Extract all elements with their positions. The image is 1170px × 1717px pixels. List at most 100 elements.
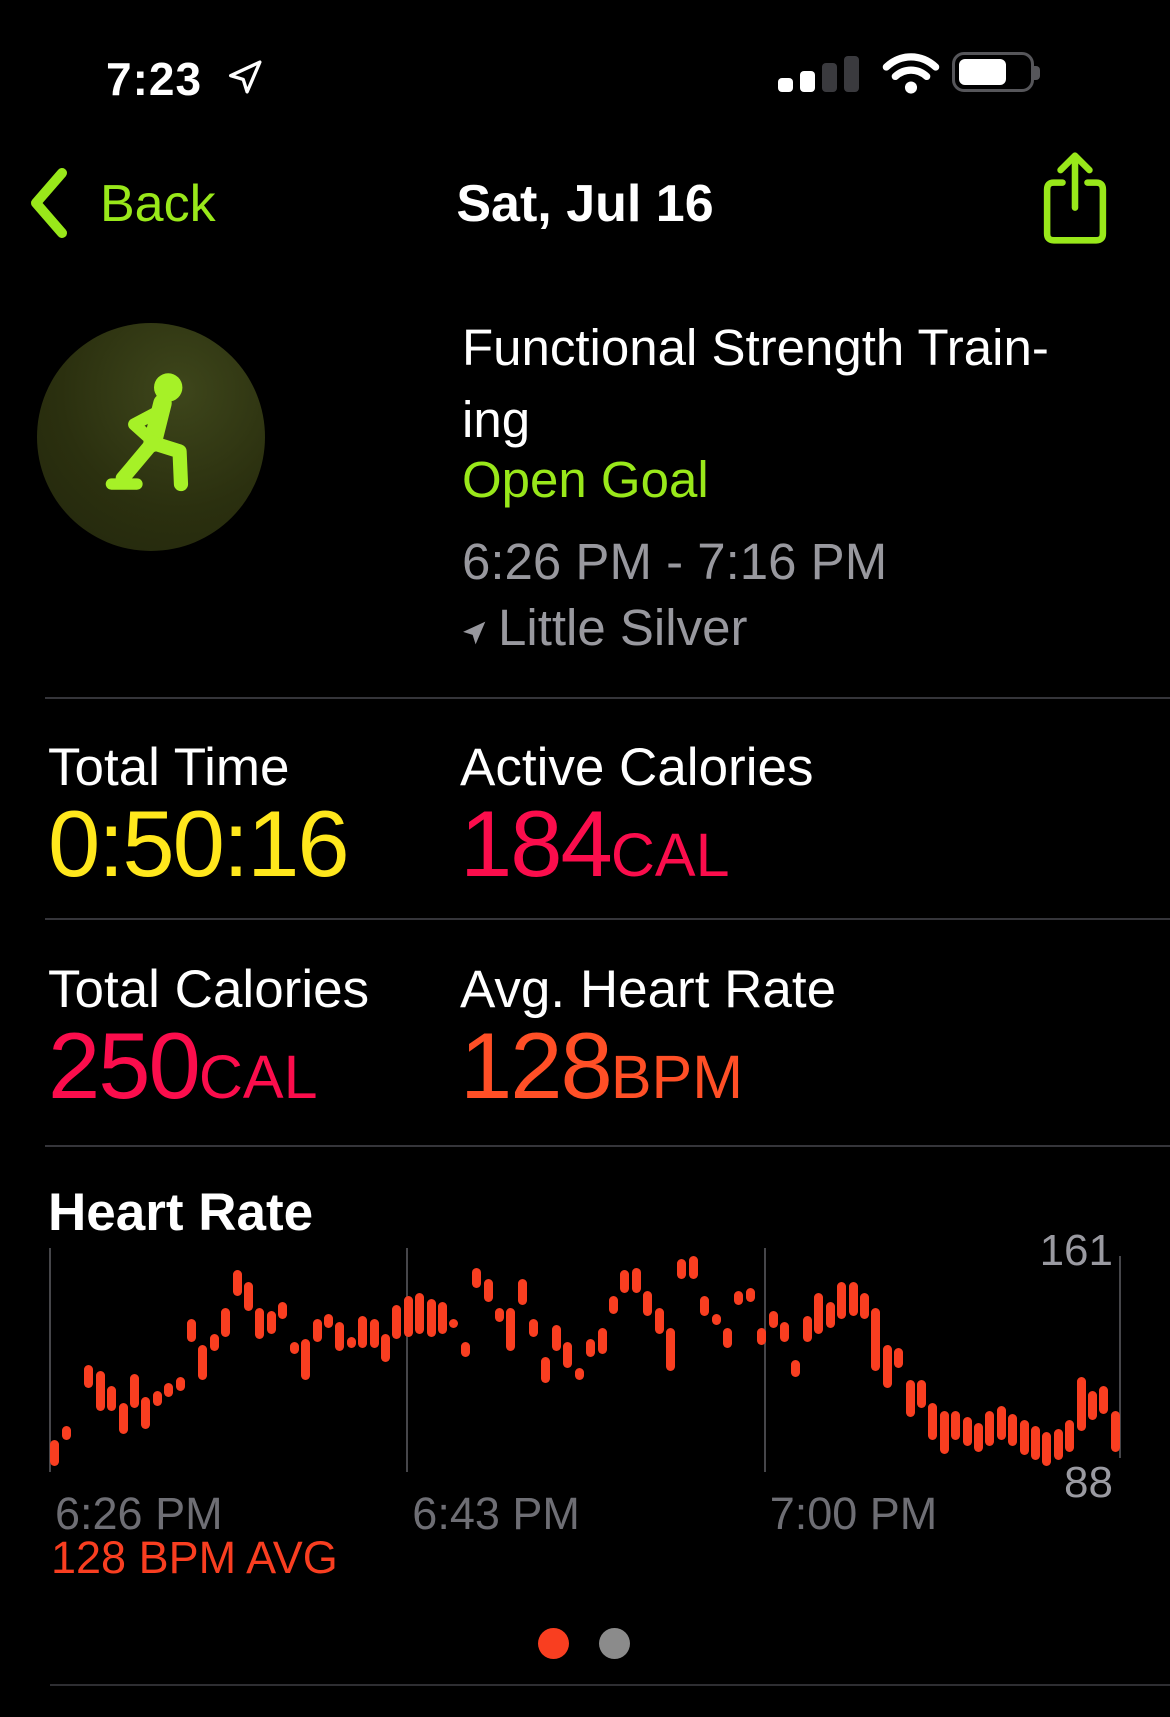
- heart-rate-bar: [130, 1373, 140, 1409]
- heart-rate-bar: [916, 1379, 926, 1409]
- battery-fill: [959, 59, 1006, 85]
- workout-name-line1: Functional Strength Train-: [462, 319, 1049, 376]
- heart-rate-bar: [84, 1365, 94, 1389]
- heart-rate-bar: [780, 1322, 790, 1343]
- heart-rate-bar: [221, 1307, 231, 1337]
- heart-rate-bar: [745, 1287, 755, 1302]
- page-title: Sat, Jul 16: [456, 175, 714, 233]
- heart-rate-bar: [757, 1327, 767, 1346]
- x-tick-label: 6:43 PM: [412, 1488, 580, 1539]
- heart-rate-bar: [232, 1270, 242, 1297]
- heart-rate-bar: [506, 1307, 516, 1351]
- heart-rate-bar: [905, 1379, 915, 1418]
- heart-rate-bar: [620, 1270, 630, 1294]
- heart-rate-bar: [392, 1304, 402, 1340]
- heart-rate-bar: [700, 1296, 710, 1317]
- heart-rate-plot[interactable]: 161 88 6:26 PM 6:43 PM 7:00 PM 128 BPM A…: [49, 1226, 1121, 1583]
- heart-rate-bar: [244, 1281, 254, 1311]
- heart-rate-bar: [255, 1307, 265, 1340]
- heart-rate-bar: [711, 1313, 721, 1325]
- heart-rate-bar: [1076, 1376, 1086, 1432]
- heart-rate-bar: [50, 1440, 60, 1466]
- y-axis-max-label: 161: [1039, 1226, 1113, 1275]
- heart-rate-bar: [152, 1391, 162, 1406]
- heart-rate-bar: [517, 1279, 527, 1305]
- workout-lunge-icon: [105, 373, 189, 492]
- heart-rate-bar: [1099, 1385, 1109, 1415]
- heart-rate-bar: [209, 1333, 219, 1351]
- heart-rate-bar: [1030, 1425, 1040, 1461]
- share-button[interactable]: [1038, 148, 1112, 248]
- heart-rate-bar: [494, 1307, 504, 1323]
- chart-gridline: [1119, 1256, 1121, 1458]
- heart-rate-bar: [1042, 1431, 1052, 1466]
- pager-dot-active[interactable]: [538, 1628, 569, 1659]
- heart-rate-bar: [643, 1290, 653, 1317]
- heart-rate-bar: [609, 1296, 618, 1314]
- stat-label-avg-heart-rate: Avg. Heart Rate: [460, 960, 837, 1019]
- heart-rate-chart-title: Heart Rate: [48, 1183, 314, 1242]
- heart-rate-bar: [951, 1411, 961, 1441]
- back-label: Back: [100, 175, 216, 233]
- heart-rate-bar: [859, 1293, 869, 1320]
- stat-label-total-calories: Total Calories: [48, 960, 370, 1019]
- heart-rate-bar: [894, 1348, 904, 1369]
- status-time: 7:23: [106, 53, 203, 105]
- heart-rate-bar: [472, 1267, 482, 1288]
- heart-rate-bar: [551, 1325, 561, 1351]
- battery-nub: [1034, 66, 1040, 80]
- heart-rate-bar: [540, 1356, 550, 1383]
- heart-rate-bar: [791, 1359, 801, 1377]
- heart-rate-bar: [734, 1290, 744, 1305]
- chart-gridline: [49, 1248, 51, 1472]
- battery-icon: [952, 52, 1040, 92]
- heart-rate-bar: [677, 1258, 687, 1279]
- pager-dot-inactive[interactable]: [599, 1628, 630, 1659]
- heart-rate-bar: [198, 1345, 208, 1380]
- heart-rate-bar: [61, 1425, 71, 1441]
- location-pin-arrow-icon: [463, 621, 486, 645]
- heart-rate-bar: [449, 1319, 459, 1329]
- heart-rate-bar: [939, 1411, 949, 1455]
- y-axis-min-label: 88: [1064, 1458, 1113, 1507]
- divider: [45, 918, 1170, 920]
- heart-rate-bar: [278, 1302, 288, 1320]
- heart-rate-bar: [928, 1402, 938, 1441]
- workout-time-range: 6:26 PM - 7:16 PM: [462, 533, 888, 590]
- heart-rate-bar: [802, 1316, 812, 1343]
- back-chevron-icon: [31, 168, 67, 238]
- heart-rate-bar: [871, 1307, 881, 1372]
- heart-rate-bar: [483, 1279, 493, 1302]
- average-bpm-label: 128 BPM AVG: [51, 1532, 338, 1583]
- x-tick-label: 7:00 PM: [769, 1488, 938, 1539]
- stat-label-total-time: Total Time: [48, 738, 290, 797]
- workout-location: Little Silver: [498, 599, 748, 656]
- stat-value-total-calories: 250CAL: [48, 1013, 318, 1118]
- heart-rate-bar: [962, 1417, 972, 1446]
- heart-rate-bar: [437, 1302, 447, 1334]
- heart-rate-bar: [164, 1382, 174, 1397]
- heart-rate-bar: [563, 1342, 573, 1369]
- heart-rate-bar: [312, 1319, 322, 1343]
- divider: [45, 1145, 1170, 1147]
- heart-rate-bar: [586, 1339, 596, 1357]
- cellular-signal-icon: [778, 56, 859, 92]
- heart-rate-bar: [289, 1342, 299, 1354]
- heart-rate-bar: [301, 1339, 311, 1380]
- heart-rate-bar: [141, 1397, 151, 1429]
- heart-rate-bar: [768, 1310, 778, 1328]
- location-arrow-icon: [228, 60, 262, 94]
- heart-rate-bar: [996, 1405, 1006, 1441]
- heart-rate-bar: [1019, 1420, 1029, 1455]
- divider: [45, 697, 1170, 699]
- heart-rate-bar: [882, 1345, 892, 1389]
- workout-name-line2: ing: [462, 391, 531, 448]
- back-button[interactable]: Back: [28, 150, 288, 250]
- heart-rate-bar: [266, 1310, 276, 1334]
- heart-rate-bar: [1008, 1414, 1018, 1446]
- stat-label-active-calories: Active Calories: [460, 738, 814, 797]
- heart-rate-bar: [529, 1319, 539, 1337]
- heart-rate-bar: [1053, 1428, 1063, 1461]
- heart-rate-bar: [814, 1293, 824, 1334]
